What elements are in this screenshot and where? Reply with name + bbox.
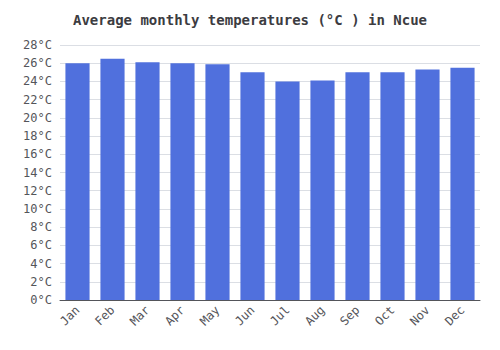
svg-text:Dec: Dec	[442, 303, 467, 328]
svg-text:16°C: 16°C	[23, 147, 52, 161]
svg-text:18°C: 18°C	[23, 129, 52, 143]
svg-text:Feb: Feb	[92, 303, 117, 328]
svg-text:24°C: 24°C	[23, 74, 52, 88]
svg-text:Average monthly temperatures (: Average monthly temperatures (°C ) in Nc…	[73, 12, 427, 28]
svg-text:6°C: 6°C	[30, 238, 52, 252]
svg-text:4°C: 4°C	[30, 257, 52, 271]
svg-text:0°C: 0°C	[30, 293, 52, 307]
svg-text:Jan: Jan	[57, 303, 82, 328]
svg-text:Nov: Nov	[407, 303, 432, 328]
svg-text:Oct: Oct	[372, 303, 397, 328]
svg-text:Jul: Jul	[267, 303, 292, 328]
svg-text:14°C: 14°C	[23, 166, 52, 180]
svg-text:26°C: 26°C	[23, 56, 52, 70]
svg-text:Mar: Mar	[127, 303, 152, 328]
svg-text:Apr: Apr	[162, 303, 187, 328]
svg-text:2°C: 2°C	[30, 275, 52, 289]
svg-text:Aug: Aug	[302, 303, 327, 328]
svg-text:Jun: Jun	[232, 303, 257, 328]
svg-text:Sep: Sep	[337, 303, 362, 328]
svg-text:May: May	[197, 303, 222, 328]
svg-text:8°C: 8°C	[30, 220, 52, 234]
svg-text:28°C: 28°C	[23, 38, 52, 52]
svg-text:20°C: 20°C	[23, 111, 52, 125]
svg-text:22°C: 22°C	[23, 93, 52, 107]
svg-text:10°C: 10°C	[23, 202, 52, 216]
svg-text:12°C: 12°C	[23, 184, 52, 198]
